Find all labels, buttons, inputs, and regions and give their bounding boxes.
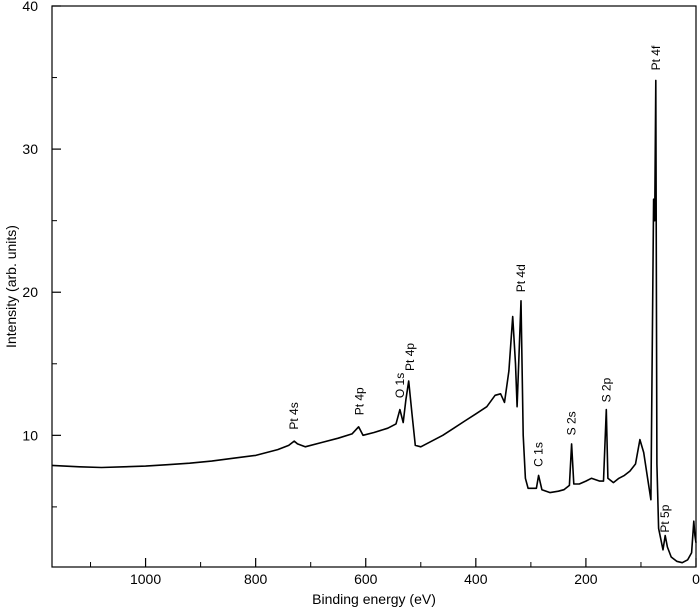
x-tick-label: 200 (574, 571, 598, 587)
peak-label: Pt 4f (649, 45, 663, 70)
peak-label: S 2s (565, 411, 579, 435)
axes (51, 5, 697, 568)
annotations-group: Pt 4s Pt 4p O 1s Pt 4p Pt 4d C 1s S 2s S 2p Pt 4… (287, 45, 672, 533)
plot-frame (51, 5, 697, 568)
peak-label: S 2p (599, 377, 613, 402)
ticks: 1000 800 600 400 200 0 10 20 30 40 (22, 0, 700, 587)
peak-label: Pt 4d (514, 264, 528, 292)
peak-label: Pt 4s (287, 402, 301, 429)
y-axis-label: Intensity (arb. units) (3, 225, 19, 348)
x-tick-label: 1000 (130, 571, 161, 587)
y-tick-label: 30 (22, 141, 38, 157)
x-tick-label: 600 (354, 571, 378, 587)
x-tick-label: 0 (692, 571, 700, 587)
x-tick-label: 800 (244, 571, 268, 587)
y-tick-label: 10 (22, 427, 38, 443)
x-tick-label: 400 (464, 571, 488, 587)
peak-label: Pt 4p (403, 343, 417, 371)
y-tick-label: 20 (22, 284, 38, 300)
series-group (51, 79, 697, 564)
spectrum-line (51, 79, 697, 564)
peak-label: Pt 5p (658, 504, 672, 532)
peak-label: Pt 4p (353, 387, 367, 415)
peak-label: C 1s (532, 442, 546, 467)
x-axis-label: Binding energy (eV) (312, 591, 436, 607)
y-tick-label: 40 (22, 0, 38, 14)
peak-label: O 1s (393, 373, 407, 398)
